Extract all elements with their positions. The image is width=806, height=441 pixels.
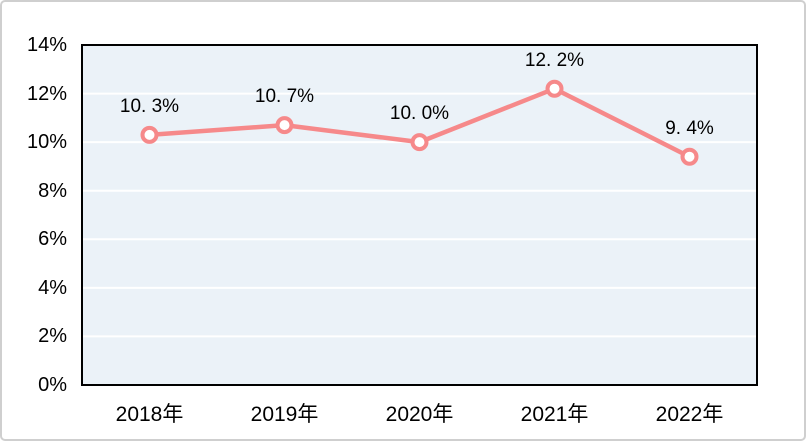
data-point-marker bbox=[275, 116, 294, 135]
plot-background bbox=[82, 45, 757, 385]
data-point-marker bbox=[140, 125, 159, 144]
data-point-marker bbox=[680, 147, 699, 166]
plot-area bbox=[81, 44, 758, 386]
data-point-marker bbox=[545, 79, 564, 98]
data-point-marker bbox=[410, 133, 429, 152]
plot-border bbox=[81, 44, 758, 386]
